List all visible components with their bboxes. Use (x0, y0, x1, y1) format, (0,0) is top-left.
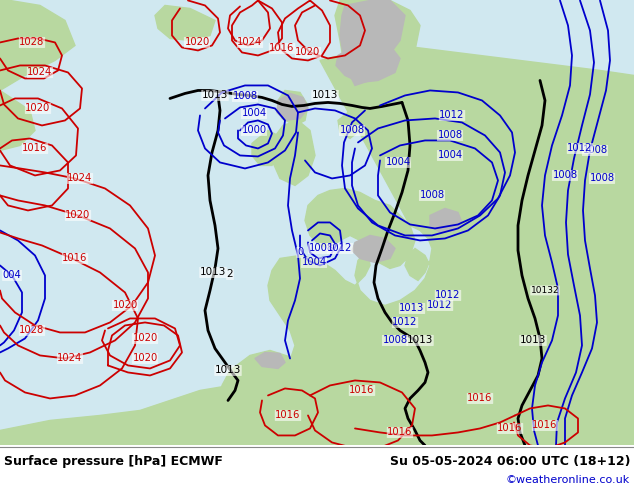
Text: 1016: 1016 (349, 386, 375, 395)
Polygon shape (252, 130, 280, 166)
Text: 004: 004 (3, 270, 22, 280)
Text: 1012: 1012 (327, 244, 353, 253)
Polygon shape (0, 0, 634, 445)
Text: 1012: 1012 (439, 110, 465, 121)
Text: 1004: 1004 (437, 150, 463, 160)
Text: 1020: 1020 (184, 37, 210, 48)
Polygon shape (340, 0, 405, 85)
Text: 1013: 1013 (407, 336, 433, 345)
Text: 1008: 1008 (552, 171, 578, 180)
Text: 1016: 1016 (467, 393, 493, 403)
Text: 1024: 1024 (237, 37, 262, 48)
Text: 1012: 1012 (392, 318, 418, 327)
Text: 1016: 1016 (497, 423, 522, 434)
Polygon shape (430, 208, 462, 232)
Text: 1013: 1013 (312, 91, 338, 100)
Text: Su 05-05-2024 06:00 UTC (18+12): Su 05-05-2024 06:00 UTC (18+12) (389, 455, 630, 468)
Text: 1008: 1008 (583, 146, 607, 155)
Text: 1008: 1008 (420, 191, 444, 200)
Text: 1008: 1008 (233, 92, 257, 101)
Text: 1024: 1024 (57, 353, 82, 364)
Polygon shape (0, 405, 634, 445)
Text: Surface pressure [hPa] ECMWF: Surface pressure [hPa] ECMWF (4, 455, 223, 468)
Text: 1024: 1024 (67, 173, 93, 183)
Text: 1004: 1004 (301, 257, 327, 268)
Text: 1013: 1013 (399, 303, 425, 314)
Text: 1016: 1016 (387, 427, 413, 438)
Polygon shape (277, 94, 308, 121)
Text: 1013: 1013 (520, 336, 546, 345)
Polygon shape (336, 41, 400, 82)
Text: 1008: 1008 (437, 130, 463, 141)
Text: 1016: 1016 (275, 411, 301, 420)
Text: 1020: 1020 (112, 300, 138, 311)
Polygon shape (278, 91, 308, 125)
Text: 1020: 1020 (25, 103, 51, 114)
Polygon shape (352, 236, 395, 263)
Text: 1012: 1012 (427, 300, 453, 311)
Polygon shape (218, 350, 310, 445)
Text: 1020: 1020 (65, 210, 91, 221)
Polygon shape (0, 46, 634, 445)
Text: 1028: 1028 (20, 37, 44, 48)
Polygon shape (0, 91, 35, 150)
Text: 1020: 1020 (295, 48, 321, 57)
Text: 10132: 10132 (531, 286, 559, 295)
Text: 1016: 1016 (62, 253, 87, 264)
Text: 0: 0 (297, 247, 303, 257)
Text: 1000: 1000 (242, 125, 266, 135)
Text: ©weatheronline.co.uk: ©weatheronline.co.uk (506, 475, 630, 485)
Text: 1013: 1013 (215, 366, 241, 375)
Text: 1008: 1008 (590, 173, 614, 183)
Text: 1013: 1013 (202, 91, 228, 100)
Text: 1008: 1008 (339, 125, 365, 135)
Polygon shape (338, 112, 360, 139)
Text: 1012: 1012 (567, 144, 593, 153)
Text: 1013: 1013 (200, 268, 226, 277)
Polygon shape (155, 5, 215, 41)
Text: 1004: 1004 (385, 157, 411, 168)
Polygon shape (388, 305, 415, 336)
Text: 1012: 1012 (436, 291, 461, 300)
Text: 1028: 1028 (20, 325, 44, 336)
Text: 1004: 1004 (242, 108, 266, 119)
Text: 1016: 1016 (533, 420, 558, 430)
Polygon shape (272, 121, 315, 185)
Text: 1008: 1008 (382, 336, 408, 345)
Text: 1016: 1016 (22, 144, 48, 153)
Polygon shape (255, 352, 285, 368)
Text: 1020: 1020 (133, 334, 158, 343)
Polygon shape (335, 0, 420, 100)
Text: 2: 2 (227, 270, 233, 279)
Text: 1008: 1008 (308, 244, 333, 253)
Text: 1024: 1024 (27, 68, 53, 77)
Polygon shape (0, 0, 75, 91)
Text: 1020: 1020 (133, 353, 158, 364)
Text: 1016: 1016 (269, 44, 295, 53)
